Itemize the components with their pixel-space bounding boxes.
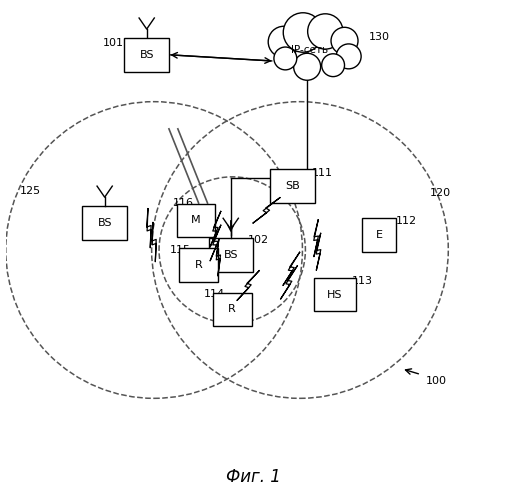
Text: 114: 114 — [204, 288, 225, 298]
Circle shape — [330, 28, 358, 54]
FancyBboxPatch shape — [124, 38, 169, 72]
FancyBboxPatch shape — [361, 218, 395, 252]
FancyBboxPatch shape — [82, 206, 127, 240]
Circle shape — [307, 14, 342, 49]
Text: 125: 125 — [20, 186, 41, 196]
FancyBboxPatch shape — [313, 278, 355, 312]
FancyBboxPatch shape — [177, 204, 215, 237]
Text: BS: BS — [223, 250, 237, 260]
Circle shape — [321, 54, 344, 76]
Text: 116: 116 — [173, 198, 194, 208]
Text: SB: SB — [285, 180, 299, 190]
Text: 111: 111 — [311, 168, 332, 178]
FancyBboxPatch shape — [270, 169, 314, 202]
Text: HS: HS — [326, 290, 342, 300]
Circle shape — [335, 44, 361, 69]
Text: 101: 101 — [103, 38, 124, 48]
Text: Фиг. 1: Фиг. 1 — [225, 468, 280, 486]
Text: BS: BS — [97, 218, 112, 228]
Circle shape — [268, 26, 299, 58]
Text: M: M — [191, 216, 200, 226]
Text: 112: 112 — [395, 216, 416, 226]
FancyBboxPatch shape — [213, 292, 251, 326]
Text: BS: BS — [139, 50, 154, 59]
FancyBboxPatch shape — [208, 238, 252, 272]
Text: 120: 120 — [429, 188, 450, 198]
Circle shape — [293, 54, 320, 80]
Text: 113: 113 — [351, 276, 373, 286]
Text: 115: 115 — [170, 245, 190, 255]
Circle shape — [283, 13, 322, 52]
Text: 102: 102 — [247, 235, 268, 245]
Text: 100: 100 — [425, 376, 445, 386]
Circle shape — [273, 47, 296, 70]
Text: R: R — [194, 260, 202, 270]
Text: IP-сеть: IP-сеть — [291, 45, 328, 54]
Text: E: E — [375, 230, 382, 240]
Text: 103: 103 — [102, 232, 122, 242]
Text: R: R — [228, 304, 236, 314]
Text: 130: 130 — [368, 32, 389, 42]
FancyBboxPatch shape — [179, 248, 218, 282]
